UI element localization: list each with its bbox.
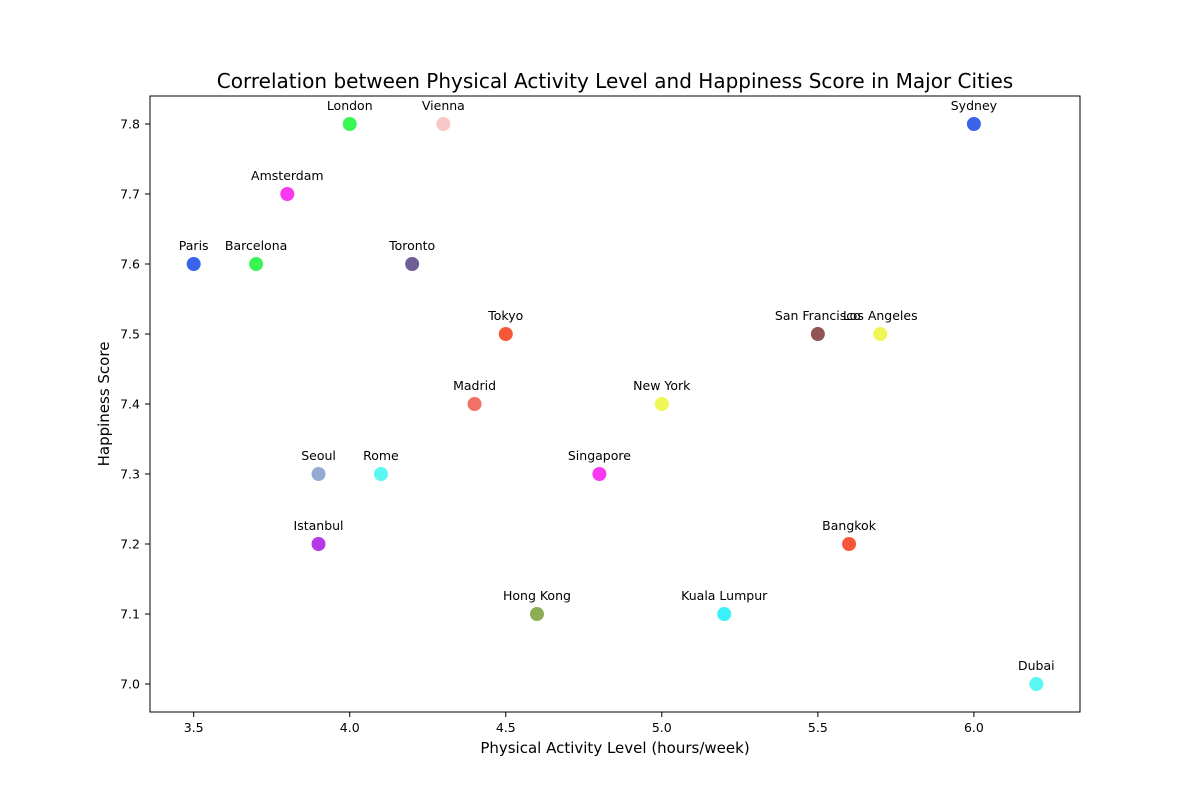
point-label: Tokyo	[487, 308, 523, 323]
point-label: Los Angeles	[843, 308, 918, 323]
scatter-point	[186, 257, 201, 271]
scatter-point	[405, 257, 420, 271]
scatter-point	[717, 607, 732, 621]
scatter-point	[311, 537, 326, 551]
scatter-point	[592, 467, 607, 481]
y-tick-label: 7.0	[120, 677, 140, 692]
scatter-point	[873, 327, 888, 341]
scatter-point	[966, 117, 981, 131]
y-tick-label: 7.3	[120, 467, 140, 482]
scatter-point	[498, 327, 513, 341]
point-label: Kuala Lumpur	[681, 588, 768, 603]
point-label: Singapore	[568, 448, 631, 463]
scatter-point	[311, 467, 326, 481]
chart-title: Correlation between Physical Activity Le…	[217, 69, 1013, 93]
point-label: Istanbul	[294, 518, 344, 533]
point-label: Hong Kong	[503, 588, 571, 603]
plot-area-frame	[149, 95, 1081, 713]
point-label: Barcelona	[225, 238, 287, 253]
x-tick-label: 4.5	[496, 720, 516, 735]
scatter-point	[1029, 677, 1044, 691]
point-label: Madrid	[453, 378, 496, 393]
y-tick-label: 7.1	[120, 607, 140, 622]
x-tick-label: 3.5	[184, 720, 204, 735]
point-label: Sydney	[951, 98, 998, 113]
point-label: London	[327, 98, 373, 113]
scatter-point	[654, 397, 669, 411]
point-label: Bangkok	[822, 518, 877, 533]
x-axis-ticks: 3.5 4.0 4.5 5.0 5.5 6.0	[184, 712, 984, 735]
y-axis-label: Happiness Score	[95, 342, 113, 467]
y-axis-ticks: 7.0 7.1 7.2 7.3 7.4 7.5 7.6 7.7 7.8	[120, 117, 150, 692]
y-tick-label: 7.6	[120, 257, 140, 272]
point-label: Amsterdam	[251, 168, 324, 183]
x-tick-label: 6.0	[964, 720, 984, 735]
scatter-point	[436, 117, 451, 131]
scatter-point	[249, 257, 264, 271]
x-tick-label: 5.0	[652, 720, 672, 735]
x-axis-label: Physical Activity Level (hours/week)	[480, 739, 749, 757]
scatter-point	[842, 537, 857, 551]
point-label: Paris	[179, 238, 209, 253]
y-tick-label: 7.7	[120, 187, 140, 202]
scatter-point	[810, 327, 825, 341]
point-label: New York	[633, 378, 691, 393]
x-tick-label: 4.0	[340, 720, 360, 735]
scatter-point	[529, 607, 544, 621]
points-layer	[186, 117, 1044, 691]
point-label: Dubai	[1018, 658, 1055, 673]
y-tick-label: 7.5	[120, 327, 140, 342]
point-label: Rome	[363, 448, 399, 463]
scatter-point	[280, 187, 295, 201]
y-tick-label: 7.2	[120, 537, 140, 552]
y-tick-label: 7.4	[120, 397, 140, 412]
point-label: San Francisco	[775, 308, 861, 323]
labels-layer: Paris Barcelona Amsterdam Seoul Istanbul Lond…	[179, 98, 1055, 673]
point-label: Toronto	[388, 238, 435, 253]
scatter-point	[342, 117, 357, 131]
x-tick-label: 5.5	[808, 720, 828, 735]
point-label: Seoul	[301, 448, 336, 463]
point-label: Vienna	[422, 98, 465, 113]
scatter-point	[373, 467, 388, 481]
y-tick-label: 7.8	[120, 117, 140, 132]
scatter-point	[467, 397, 482, 411]
